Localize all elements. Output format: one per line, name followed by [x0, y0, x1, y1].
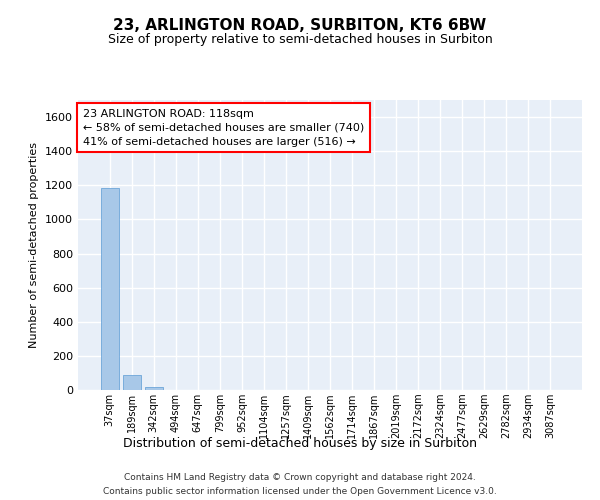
Text: Size of property relative to semi-detached houses in Surbiton: Size of property relative to semi-detach…: [107, 32, 493, 46]
Text: Distribution of semi-detached houses by size in Surbiton: Distribution of semi-detached houses by …: [123, 438, 477, 450]
Text: 23 ARLINGTON ROAD: 118sqm
← 58% of semi-detached houses are smaller (740)
41% of: 23 ARLINGTON ROAD: 118sqm ← 58% of semi-…: [83, 108, 364, 146]
Text: 23, ARLINGTON ROAD, SURBITON, KT6 6BW: 23, ARLINGTON ROAD, SURBITON, KT6 6BW: [113, 18, 487, 32]
Y-axis label: Number of semi-detached properties: Number of semi-detached properties: [29, 142, 40, 348]
Text: Contains public sector information licensed under the Open Government Licence v3: Contains public sector information licen…: [103, 488, 497, 496]
Bar: [123, 376, 140, 390]
Text: Contains HM Land Registry data © Crown copyright and database right 2024.: Contains HM Land Registry data © Crown c…: [124, 472, 476, 482]
Bar: [101, 188, 119, 390]
Bar: [145, 387, 163, 390]
